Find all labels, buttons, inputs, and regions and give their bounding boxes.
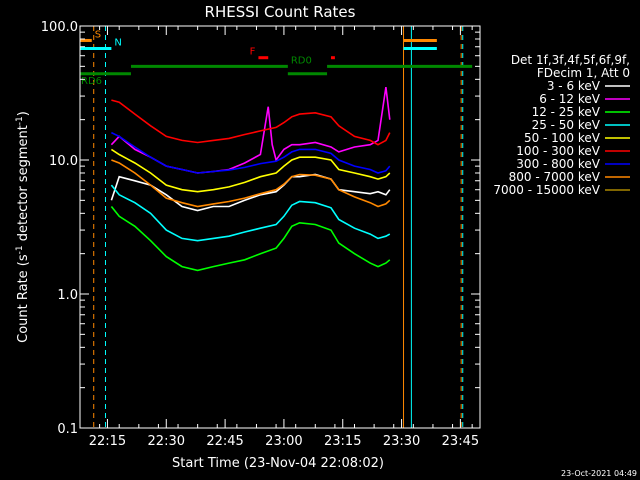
legend-label-5: 100 - 300 keV bbox=[516, 144, 600, 158]
plot-frame bbox=[79, 25, 481, 429]
legend-header-0: Det 1f,3f,4f,5f,6f,9f, bbox=[511, 53, 630, 67]
legend-label-4: 50 - 100 keV bbox=[524, 131, 601, 145]
series-line-2 bbox=[110, 206, 391, 272]
legend-label-8: 7000 - 15000 keV bbox=[493, 183, 600, 197]
series-line-7 bbox=[111, 159, 391, 208]
x-tick-label-6: 23:45 bbox=[442, 434, 479, 449]
series-line-0 bbox=[110, 173, 391, 212]
y-axis-label-sup2: -1 bbox=[15, 116, 25, 125]
state-label-2: N bbox=[114, 37, 121, 48]
series-line-3 bbox=[110, 184, 391, 242]
legend-label-0: 3 - 6 keV bbox=[547, 79, 601, 93]
x-tick-label-1: 22:30 bbox=[148, 434, 185, 449]
state-label-8: RD6 bbox=[81, 76, 102, 87]
legend-header-1: FDecim 1, Att 0 bbox=[537, 66, 630, 80]
x-tick-label-3: 23:00 bbox=[265, 434, 302, 449]
series-line-6 bbox=[111, 131, 391, 174]
state-label-4: F bbox=[250, 47, 256, 58]
y-axis-label-end: ) bbox=[16, 111, 31, 116]
legend-label-7: 800 - 7000 keV bbox=[509, 170, 601, 184]
y-axis-label: Count Rate (s-1 detector segment-1) bbox=[15, 111, 31, 343]
legend-label-2: 12 - 25 keV bbox=[532, 105, 601, 119]
y-tick-label-2: 10.0 bbox=[49, 154, 78, 169]
state-label-0: S bbox=[95, 29, 101, 40]
state-label-6: RD0 bbox=[291, 55, 312, 66]
y-axis-label-mid: detector segment bbox=[16, 125, 31, 245]
x-tick-label-4: 23:15 bbox=[324, 434, 361, 449]
y-tick-label-1: 1.0 bbox=[57, 288, 78, 303]
legend-label-6: 300 - 800 keV bbox=[516, 157, 600, 171]
legend-label-1: 6 - 12 keV bbox=[539, 92, 601, 106]
axes: 0.1 1.0 10.0 100.0 22:15 22:30 22:45 23:00 23:15… bbox=[41, 20, 480, 449]
y-axis-label-sup1: -1 bbox=[15, 245, 25, 254]
series-line-5 bbox=[111, 99, 391, 146]
y-axis-label-main: Count Rate (s bbox=[16, 254, 31, 343]
x-tick-label-5: 23:30 bbox=[383, 434, 420, 449]
legend: Det 1f,3f,4f,5f,6f,9f,FDecim 1, Att 03 -… bbox=[493, 53, 630, 197]
plot-area: S N F RD0 RD6 bbox=[79, 26, 473, 428]
x-tick-label-2: 22:45 bbox=[206, 434, 243, 449]
chart-title: RHESSI Count Rates bbox=[205, 3, 356, 21]
x-axis-label: Start Time (23-Nov-04 22:08:02) bbox=[172, 456, 384, 471]
x-tick-label-0: 22:15 bbox=[89, 434, 126, 449]
series-line-4 bbox=[110, 148, 391, 193]
y-tick-label-3: 100.0 bbox=[41, 20, 78, 35]
footer-timestamp: 23-Oct-2021 04:49 bbox=[561, 469, 637, 478]
y-tick-label-0: 0.1 bbox=[57, 422, 78, 437]
legend-label-3: 25 - 50 keV bbox=[532, 118, 601, 132]
series-line-1 bbox=[110, 86, 391, 174]
